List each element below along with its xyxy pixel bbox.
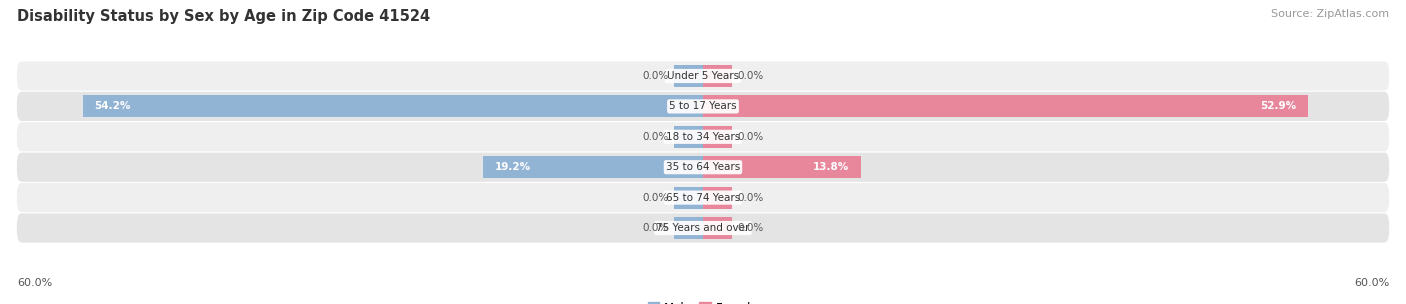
Bar (675, 187, 703, 209)
Bar (675, 65, 703, 87)
Text: 0.0%: 0.0% (643, 71, 669, 81)
Text: 35 to 64 Years: 35 to 64 Years (666, 162, 740, 172)
Text: 75 Years and over: 75 Years and over (657, 223, 749, 233)
Text: 19.2%: 19.2% (495, 162, 531, 172)
Text: Disability Status by Sex by Age in Zip Code 41524: Disability Status by Sex by Age in Zip C… (17, 9, 430, 24)
Text: 0.0%: 0.0% (737, 193, 763, 202)
Bar (703, 156, 860, 178)
Text: Source: ZipAtlas.com: Source: ZipAtlas.com (1271, 9, 1389, 19)
FancyBboxPatch shape (17, 213, 1389, 243)
Text: 52.9%: 52.9% (1260, 102, 1296, 111)
Bar (703, 187, 731, 209)
Bar (675, 126, 703, 148)
Text: 60.0%: 60.0% (1354, 278, 1389, 288)
FancyBboxPatch shape (17, 92, 1389, 121)
Bar (675, 217, 703, 239)
Text: 0.0%: 0.0% (643, 223, 669, 233)
Text: Under 5 Years: Under 5 Years (666, 71, 740, 81)
Text: 5 to 17 Years: 5 to 17 Years (669, 102, 737, 111)
Text: 0.0%: 0.0% (643, 193, 669, 202)
FancyBboxPatch shape (17, 183, 1389, 212)
Text: 0.0%: 0.0% (643, 132, 669, 142)
FancyBboxPatch shape (17, 153, 1389, 182)
Bar (83, 95, 703, 117)
FancyBboxPatch shape (17, 122, 1389, 151)
Text: 60.0%: 60.0% (17, 278, 52, 288)
Bar (703, 126, 731, 148)
Text: 0.0%: 0.0% (737, 223, 763, 233)
Text: 65 to 74 Years: 65 to 74 Years (666, 193, 740, 202)
Text: 18 to 34 Years: 18 to 34 Years (666, 132, 740, 142)
Bar (703, 65, 731, 87)
Legend: Male, Female: Male, Female (643, 297, 763, 304)
Bar (703, 217, 731, 239)
Text: 13.8%: 13.8% (813, 162, 849, 172)
Bar (484, 156, 703, 178)
Text: 0.0%: 0.0% (737, 132, 763, 142)
FancyBboxPatch shape (17, 61, 1389, 91)
Text: 54.2%: 54.2% (94, 102, 131, 111)
Text: 0.0%: 0.0% (737, 71, 763, 81)
Bar (703, 95, 1308, 117)
